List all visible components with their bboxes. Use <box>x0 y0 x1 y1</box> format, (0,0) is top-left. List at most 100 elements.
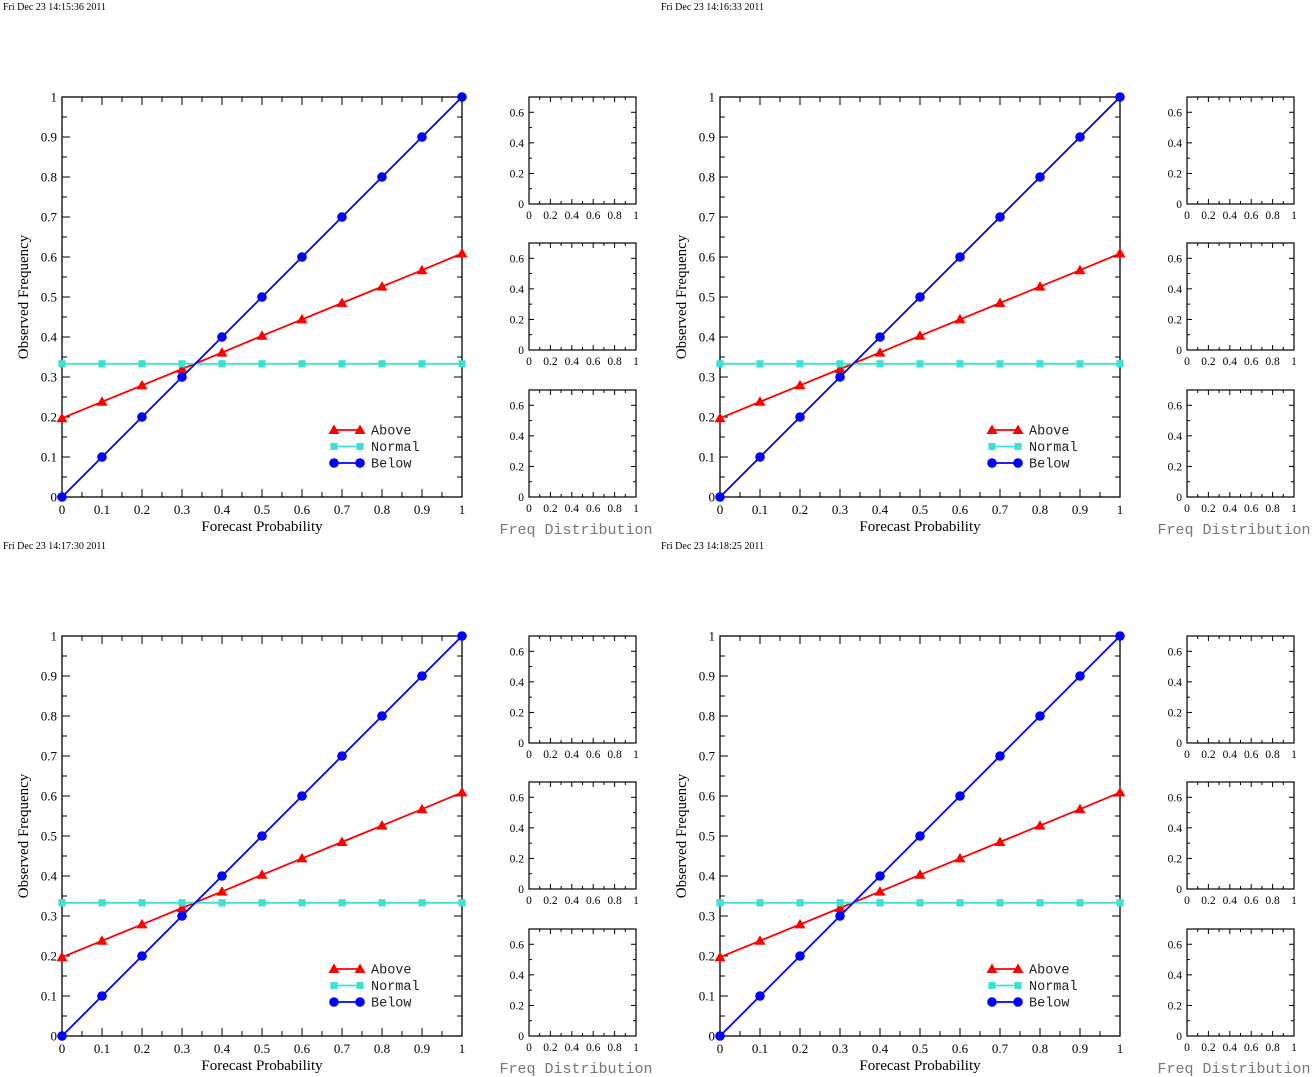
y-tick-label: 0.9 <box>699 130 715 145</box>
legend-label-below: Below <box>1029 997 1070 1012</box>
x-tick-label: 0.4 <box>1223 210 1238 222</box>
y-tick-label: 0 <box>518 345 524 357</box>
data-point <box>794 379 806 390</box>
x-tick-label: 0.9 <box>1072 1041 1088 1056</box>
freq-distribution: 0 0.2 0.4 0.6 0.8 100.20.40.60 0.2 0.4 0.6 0.8 100… <box>499 96 653 539</box>
y-tick-label: 0 <box>709 490 716 505</box>
x-tick-label: 0.6 <box>586 1042 601 1054</box>
freq-distribution-label: Freq Distribution <box>499 1061 652 1077</box>
x-tick-label: 0.6 <box>586 895 601 907</box>
data-point <box>756 360 764 368</box>
data-point <box>915 831 925 841</box>
y-tick-label: 0.6 <box>510 253 525 265</box>
y-tick-label: 0.2 <box>41 410 57 425</box>
legend-label-below: Below <box>371 458 412 473</box>
x-tick-label: 0.9 <box>414 1041 430 1056</box>
y-tick-label: 0.9 <box>699 669 715 684</box>
y-tick-label: 0.7 <box>41 749 58 764</box>
data-point <box>376 281 388 291</box>
x-tick-label: 1 <box>459 502 466 517</box>
data-point <box>834 902 846 912</box>
y-tick-label: 0 <box>709 1029 716 1044</box>
y-tick-label: 0.1 <box>41 989 57 1004</box>
x-tick-label: 0.2 <box>543 1042 558 1054</box>
legend-marker <box>354 424 366 434</box>
subplot-frame <box>528 928 637 1037</box>
reliability-plot: 0 0.1 0.2 0.3 0.4 0.5 0.6 0.7 0.8 0.9 1 0 0.1 0.2 0.3 0… <box>16 629 468 1074</box>
data-point <box>138 899 146 907</box>
data-point <box>796 899 804 907</box>
data-point <box>457 92 467 102</box>
data-point <box>755 452 765 462</box>
data-point <box>994 836 1006 846</box>
x-tick-label: 1 <box>633 1042 639 1054</box>
y-tick-label: 0.4 <box>510 431 525 443</box>
x-tick-label: 0.6 <box>294 1041 311 1056</box>
y-tick-label: 0.8 <box>699 709 715 724</box>
data-point <box>258 360 266 368</box>
data-point <box>218 899 226 907</box>
y-tick-label: 0.4 <box>1168 970 1183 982</box>
data-point <box>876 899 884 907</box>
legend-marker <box>986 963 998 973</box>
x-tick-label: 0.7 <box>334 502 351 517</box>
data-point <box>955 252 965 262</box>
data-point <box>954 852 966 863</box>
y-tick-label: 0.4 <box>41 869 58 884</box>
x-tick-label: 1 <box>633 895 639 907</box>
y-tick-label: 0.2 <box>1168 707 1183 719</box>
x-tick-label: 0.2 <box>543 749 558 761</box>
legend-marker <box>328 424 340 434</box>
y-tick-label: 0.4 <box>510 823 525 835</box>
timestamp: Fri Dec 23 14:17:30 2011 <box>3 541 106 552</box>
data-point <box>1076 360 1084 368</box>
y-tick-label: 0.2 <box>510 853 525 865</box>
subplot-frame <box>1186 928 1295 1037</box>
x-tick-label: 0.6 <box>294 502 311 517</box>
data-point <box>1114 786 1126 797</box>
x-tick-label: 0.8 <box>374 502 390 517</box>
x-tick-label: 0.6 <box>952 1041 969 1056</box>
data-point <box>257 831 267 841</box>
y-tick-label: 0.4 <box>510 138 525 150</box>
x-tick-label: 1 <box>1117 502 1124 517</box>
x-tick-label: 0.6 <box>1244 503 1259 515</box>
x-tick-label: 0.2 <box>134 1041 150 1056</box>
y-tick-label: 0.4 <box>1168 284 1183 296</box>
data-point <box>996 360 1004 368</box>
x-tick-label: 1 <box>633 210 639 222</box>
y-tick-label: 0.2 <box>41 949 57 964</box>
y-tick-label: 1 <box>51 90 58 105</box>
x-tick-label: 0.6 <box>1244 210 1259 222</box>
panel-3: Fri Dec 23 14:17:30 2011 0 0.1 0.2 0.3 0.4 0.5… <box>3 541 653 1077</box>
y-axis-label: Observed Frequency <box>674 234 690 359</box>
panel-2: Fri Dec 23 14:16:33 2011 0 0.1 0.2 0.3 0.4 0.5… <box>661 2 1311 539</box>
y-tick-label: 0.9 <box>41 130 57 145</box>
x-tick-label: 0 <box>526 749 532 761</box>
y-axis-label: Observed Frequency <box>16 773 32 898</box>
y-tick-label: 1 <box>709 90 716 105</box>
x-tick-label: 0.8 <box>1265 356 1280 368</box>
freq-subplot-2: 0 0.2 0.4 0.6 0.8 1 0 0.2 0.4 0.6 <box>510 242 639 368</box>
x-tick-label: 0.4 <box>214 1041 231 1056</box>
legend-marker <box>330 981 338 990</box>
x-tick-label: 0.4 <box>565 356 580 368</box>
data-point <box>216 347 228 357</box>
freq-distribution-label: Freq Distribution <box>499 522 652 539</box>
legend-marker <box>987 997 997 1007</box>
x-tick-label: 0.3 <box>174 1041 190 1056</box>
data-point <box>377 711 387 721</box>
y-tick-label: 0.4 <box>41 330 58 345</box>
x-tick-label: 0.2 <box>1201 210 1216 222</box>
x-tick-label: 0.1 <box>752 1041 768 1056</box>
x-tick-label: 0 <box>526 1042 532 1054</box>
data-point <box>418 360 426 368</box>
x-tick-label: 0.6 <box>952 502 969 517</box>
x-tick-label: 0.4 <box>1223 749 1238 761</box>
y-tick-label: 0.2 <box>510 1000 525 1012</box>
legend-marker <box>1013 997 1023 1007</box>
y-tick-label: 0.6 <box>1168 400 1183 412</box>
y-tick-label: 0.3 <box>41 370 57 385</box>
x-tick-label: 0.4 <box>214 502 231 517</box>
